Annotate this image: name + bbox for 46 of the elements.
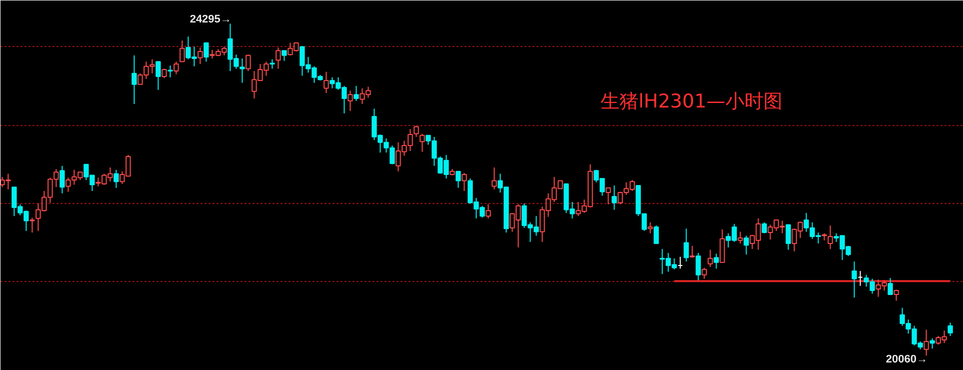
candlestick <box>156 61 161 90</box>
candlestick <box>714 253 719 270</box>
candlestick <box>888 278 893 295</box>
candlestick <box>744 235 749 255</box>
candlestick <box>114 169 119 188</box>
candlestick <box>648 222 653 234</box>
candlestick <box>132 54 137 104</box>
candlestick <box>30 217 35 234</box>
candlestick <box>738 231 743 244</box>
text: 生猪lH2301—小时图 <box>600 90 782 112</box>
candlestick <box>948 322 953 337</box>
candlestick <box>162 68 167 79</box>
candlestick <box>852 261 857 298</box>
candlestick <box>930 338 935 350</box>
candlestick <box>720 228 725 263</box>
candlestick <box>324 71 329 94</box>
candlestick <box>684 228 689 262</box>
candlestick <box>198 47 203 64</box>
candlestick <box>456 170 461 188</box>
candlestick <box>60 165 65 194</box>
candlestick <box>246 54 251 72</box>
candlestick <box>696 252 701 281</box>
candlestick <box>924 329 929 356</box>
candlestick <box>168 65 173 78</box>
candlestick <box>270 58 275 70</box>
candlestick <box>276 47 281 70</box>
candlestick <box>354 85 359 102</box>
candlestick <box>786 224 791 250</box>
annotation: 20060→ <box>886 354 928 366</box>
candlestick <box>762 222 767 234</box>
candlestick <box>348 90 353 112</box>
candlestick <box>708 249 713 268</box>
candlestick <box>174 61 179 75</box>
candlestick <box>420 133 425 152</box>
candlestick <box>828 224 833 250</box>
annotation: 24295→ <box>190 14 232 26</box>
candlestick <box>462 172 467 192</box>
candlestick <box>612 185 617 210</box>
candlestick <box>204 42 209 62</box>
candlestick <box>282 50 287 62</box>
candlestick <box>606 187 611 205</box>
candlestick <box>654 224 659 244</box>
candlestick <box>492 166 497 190</box>
candlestick <box>180 40 185 62</box>
candlestick <box>486 204 491 219</box>
candlestick <box>702 267 707 280</box>
